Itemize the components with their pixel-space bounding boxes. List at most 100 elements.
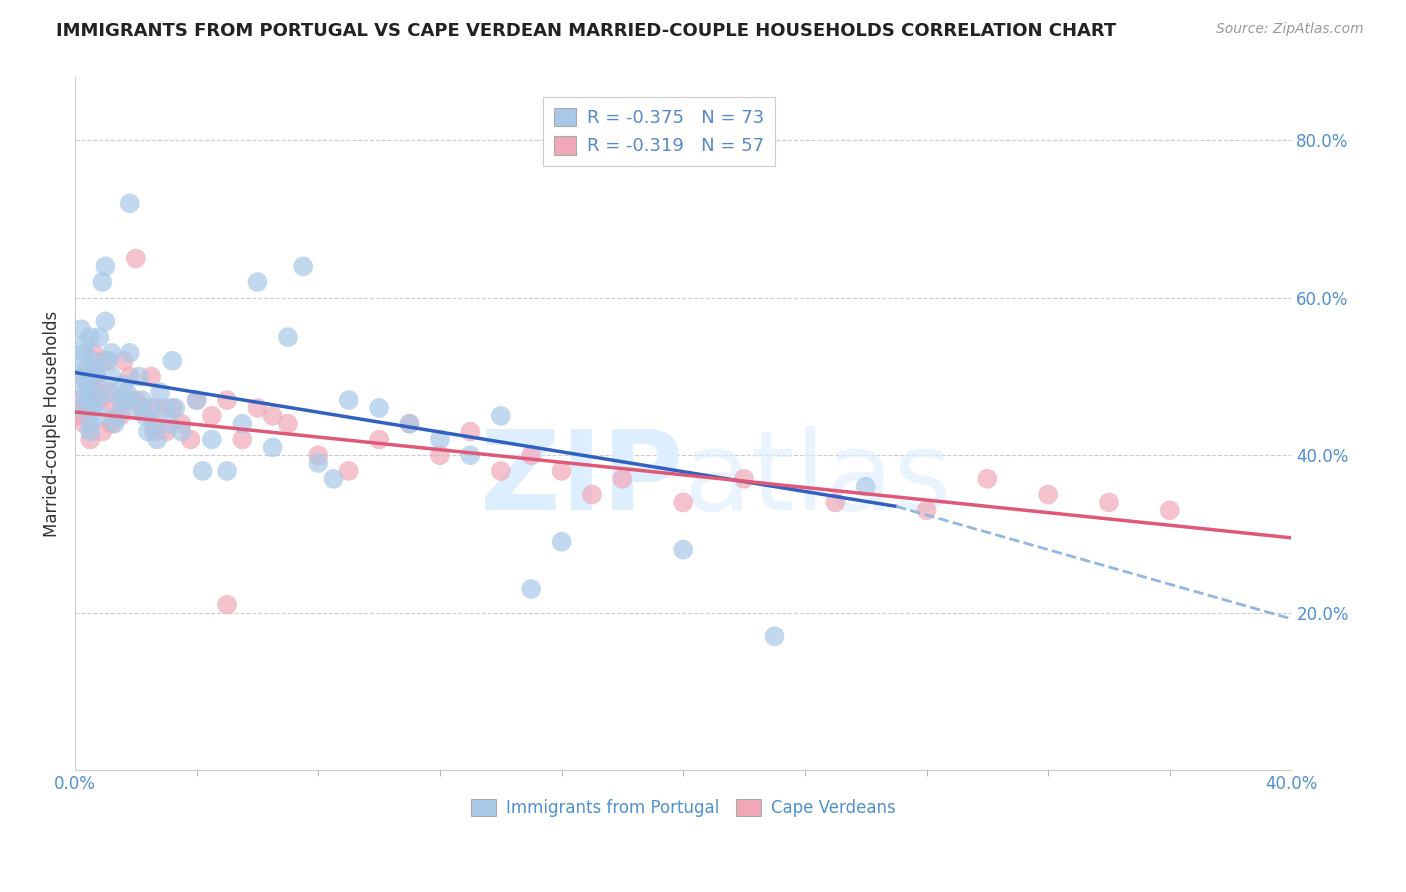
Point: [73, 417, 96, 431]
Point: [1159, 503, 1181, 517]
Text: ZIP: ZIP: [479, 425, 683, 533]
Point: [89, 393, 111, 408]
Point: [1036, 487, 1059, 501]
Point: [97, 385, 120, 400]
Point: [70, 401, 93, 415]
Point: [162, 353, 184, 368]
Point: [76, 393, 98, 408]
Point: [337, 393, 360, 408]
Point: [143, 417, 166, 431]
Point: [94, 353, 117, 368]
Point: [277, 330, 299, 344]
Point: [97, 353, 120, 368]
Point: [139, 401, 162, 415]
Point: [763, 629, 786, 643]
Point: [307, 448, 329, 462]
Point: [76, 361, 98, 376]
Point: [89, 330, 111, 344]
Point: [82, 346, 104, 360]
Point: [1098, 495, 1121, 509]
Point: [215, 393, 238, 408]
Point: [110, 393, 132, 408]
Point: [146, 401, 169, 415]
Point: [82, 385, 104, 400]
Point: [180, 433, 202, 447]
Point: [89, 409, 111, 423]
Point: [231, 417, 253, 431]
Point: [398, 417, 420, 431]
Point: [91, 275, 114, 289]
Point: [100, 417, 122, 431]
Point: [460, 448, 482, 462]
Point: [84, 361, 107, 376]
Point: [146, 433, 169, 447]
Point: [201, 409, 224, 423]
Point: [398, 417, 420, 431]
Point: [139, 369, 162, 384]
Point: [100, 369, 122, 384]
Point: [186, 393, 208, 408]
Point: [976, 472, 998, 486]
Point: [136, 425, 159, 439]
Point: [73, 369, 96, 384]
Y-axis label: Married-couple Households: Married-couple Households: [44, 310, 60, 537]
Point: [94, 314, 117, 328]
Point: [73, 385, 96, 400]
Point: [73, 346, 96, 360]
Point: [107, 409, 129, 423]
Point: [84, 369, 107, 384]
Point: [73, 338, 96, 352]
Point: [67, 409, 90, 423]
Point: [118, 196, 141, 211]
Text: atlas: atlas: [683, 425, 952, 533]
Point: [125, 252, 148, 266]
Point: [94, 260, 117, 274]
Point: [165, 401, 187, 415]
Point: [79, 369, 101, 384]
Point: [550, 534, 572, 549]
Point: [186, 393, 208, 408]
Point: [149, 385, 172, 400]
Point: [84, 393, 107, 408]
Point: [112, 377, 135, 392]
Point: [520, 582, 543, 596]
Point: [915, 503, 938, 517]
Point: [581, 487, 603, 501]
Point: [429, 433, 451, 447]
Point: [155, 401, 177, 415]
Point: [489, 464, 512, 478]
Point: [115, 393, 138, 408]
Legend: Immigrants from Portugal, Cape Verdeans: Immigrants from Portugal, Cape Verdeans: [464, 792, 903, 824]
Point: [292, 260, 315, 274]
Text: IMMIGRANTS FROM PORTUGAL VS CAPE VERDEAN MARRIED-COUPLE HOUSEHOLDS CORRELATION C: IMMIGRANTS FROM PORTUGAL VS CAPE VERDEAN…: [56, 22, 1116, 40]
Point: [70, 393, 93, 408]
Point: [97, 385, 120, 400]
Point: [115, 393, 138, 408]
Point: [246, 275, 269, 289]
Point: [368, 433, 391, 447]
Point: [231, 433, 253, 447]
Point: [262, 409, 284, 423]
Point: [128, 369, 150, 384]
Point: [76, 377, 98, 392]
Point: [550, 464, 572, 478]
Point: [118, 369, 141, 384]
Point: [131, 393, 153, 408]
Point: [855, 480, 877, 494]
Point: [170, 417, 193, 431]
Point: [118, 346, 141, 360]
Point: [125, 393, 148, 408]
Point: [131, 401, 153, 415]
Point: [82, 401, 104, 415]
Point: [79, 433, 101, 447]
Point: [337, 464, 360, 478]
Point: [79, 425, 101, 439]
Point: [246, 401, 269, 415]
Point: [112, 353, 135, 368]
Point: [429, 448, 451, 462]
Point: [672, 542, 695, 557]
Point: [67, 353, 90, 368]
Point: [76, 401, 98, 415]
Point: [134, 409, 156, 423]
Point: [115, 385, 138, 400]
